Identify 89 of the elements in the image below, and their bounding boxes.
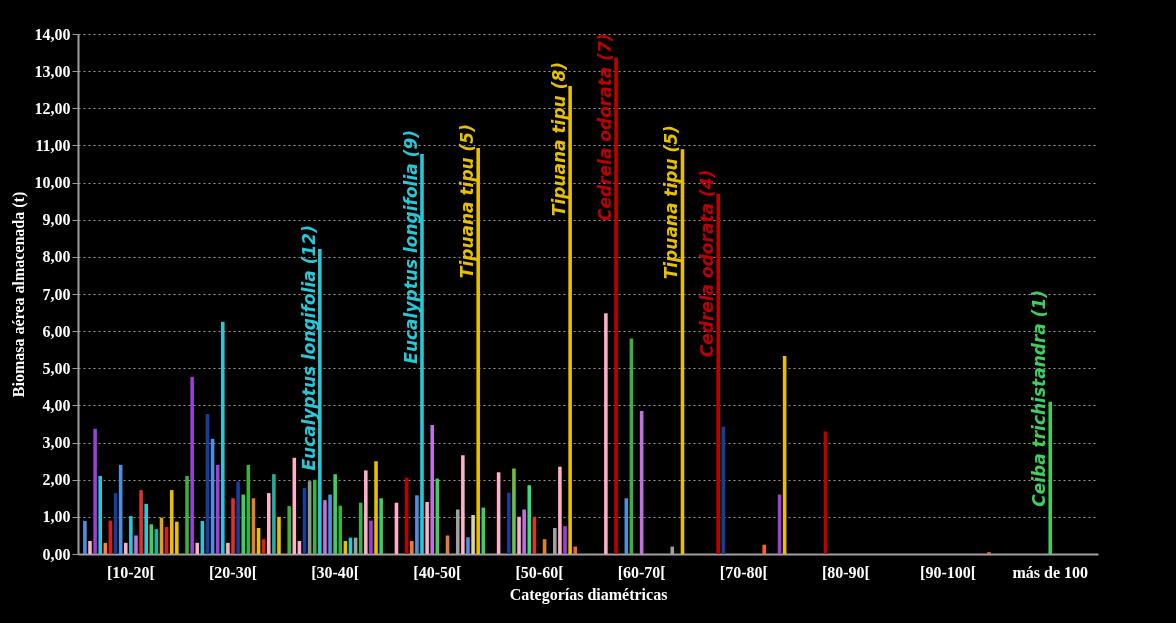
- y-tick-label: 11,00: [35, 136, 71, 154]
- x-tick-label: [90-100[: [920, 563, 977, 581]
- y-tick-label: 4,00: [42, 396, 71, 414]
- x-tick-label: [60-70[: [617, 563, 666, 581]
- bar: [614, 57, 618, 554]
- x-tick-label: [70-80[: [719, 563, 768, 581]
- annotation: Tipuana tipu (5): [661, 125, 682, 280]
- y-tick-label: 3,00: [42, 434, 71, 452]
- bar: [512, 468, 516, 554]
- annotation: Ceiba trichistandra (1): [1029, 289, 1050, 507]
- bar: [139, 490, 143, 554]
- annotation: Tipuana tipu (8): [549, 62, 570, 217]
- bar: [369, 520, 373, 554]
- y-tick-label: 0,00: [42, 545, 71, 563]
- annotation: Cedrela odorata (4): [697, 169, 718, 358]
- y-tick-label: 8,00: [42, 248, 71, 266]
- bar: [287, 506, 291, 554]
- bar: [328, 494, 332, 554]
- bar: [568, 86, 572, 554]
- bar: [272, 474, 276, 554]
- x-tick-label: [40-50[: [413, 563, 462, 581]
- bar: [573, 546, 578, 554]
- bar: [221, 321, 225, 554]
- x-tick-label: [30-40[: [311, 563, 360, 581]
- bar: [430, 425, 434, 554]
- bar: [374, 461, 378, 554]
- bar: [415, 495, 419, 554]
- bar: [323, 500, 327, 554]
- bar: [471, 515, 475, 554]
- bar: [522, 509, 526, 554]
- y-tick-label: 2,00: [42, 471, 71, 489]
- bar: [266, 493, 271, 554]
- bar: [410, 541, 414, 554]
- x-tick-label: [80-90[: [821, 563, 870, 581]
- bar: [379, 498, 383, 554]
- bar: [236, 481, 240, 554]
- bar: [123, 542, 128, 554]
- bar: [190, 376, 194, 554]
- bar: [461, 455, 465, 554]
- bar: [527, 485, 532, 554]
- bar: [195, 542, 200, 554]
- y-tick-label: 5,00: [42, 359, 71, 377]
- bar: [466, 537, 470, 554]
- bar: [338, 505, 343, 554]
- annotation: Eucalyptus longifolia (9): [401, 129, 421, 364]
- bar: [241, 494, 246, 554]
- bar: [129, 516, 133, 554]
- x-tick-label: [20-30[: [209, 563, 258, 581]
- bar: [762, 544, 766, 554]
- bar: [144, 503, 148, 554]
- bar: [517, 516, 521, 554]
- annotation: Tipuana tipu (5): [457, 124, 478, 279]
- y-axis-title: Biomasa aérea almacenada (t): [9, 191, 28, 398]
- y-tick-label: 9,00: [42, 211, 71, 229]
- bar: [83, 520, 87, 554]
- bar: [364, 470, 368, 554]
- x-tick-label: [10-20[: [106, 563, 155, 581]
- bar: [507, 492, 511, 554]
- y-tick-label: 12,00: [34, 99, 71, 117]
- bar: [563, 526, 567, 554]
- bar: [231, 498, 235, 554]
- y-tick-label: 14,00: [34, 25, 71, 43]
- bar: [312, 479, 317, 554]
- bar: [277, 516, 281, 554]
- bar: [134, 535, 138, 554]
- y-tick-label: 1,00: [42, 508, 71, 526]
- bar: [476, 148, 480, 554]
- bar: [420, 153, 424, 554]
- y-tick-label: 10,00: [34, 174, 71, 192]
- bar: [1048, 401, 1053, 554]
- annotation: Eucalyptus longifolia (12): [298, 225, 319, 471]
- bar: [226, 542, 230, 554]
- x-axis-title: Categorías diamétricas: [509, 585, 668, 604]
- bar: [604, 313, 608, 554]
- bar: [425, 502, 429, 554]
- bar: [98, 476, 103, 554]
- y-tick-label: 13,00: [34, 62, 71, 80]
- bar: [318, 249, 322, 554]
- bar: [88, 541, 92, 554]
- y-tick-label: 6,00: [42, 322, 71, 340]
- bar: [558, 466, 562, 554]
- bar: [333, 474, 337, 554]
- x-tick-label: [50-60[: [515, 563, 564, 581]
- x-tick-label: más de 100: [1012, 563, 1089, 581]
- bar: [185, 476, 189, 554]
- bar: [716, 193, 721, 554]
- y-tick-label: 7,00: [42, 285, 71, 303]
- annotation: Cedrela odorata (7): [595, 33, 616, 221]
- bar: [93, 428, 97, 554]
